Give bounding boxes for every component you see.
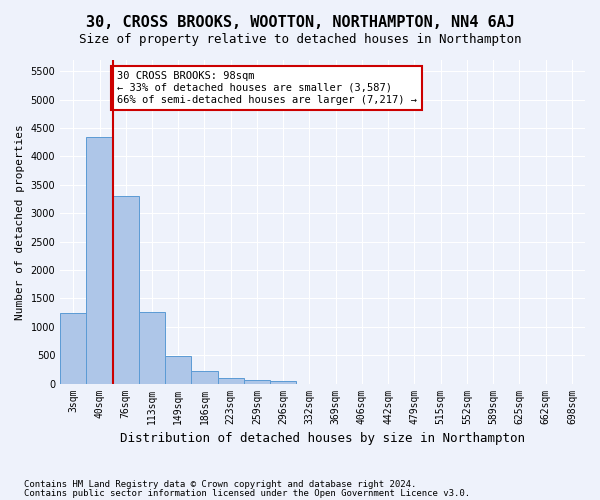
Bar <box>86 136 113 384</box>
Text: Contains HM Land Registry data © Crown copyright and database right 2024.: Contains HM Land Registry data © Crown c… <box>24 480 416 489</box>
Bar <box>60 312 86 384</box>
Bar <box>191 372 218 384</box>
Text: 30, CROSS BROOKS, WOOTTON, NORTHAMPTON, NN4 6AJ: 30, CROSS BROOKS, WOOTTON, NORTHAMPTON, … <box>86 15 514 30</box>
Y-axis label: Number of detached properties: Number of detached properties <box>15 124 25 320</box>
Text: Contains public sector information licensed under the Open Government Licence v3: Contains public sector information licen… <box>24 488 470 498</box>
X-axis label: Distribution of detached houses by size in Northampton: Distribution of detached houses by size … <box>120 432 525 445</box>
Bar <box>218 378 244 384</box>
Bar <box>270 380 296 384</box>
Bar <box>139 312 165 384</box>
Text: 30 CROSS BROOKS: 98sqm
← 33% of detached houses are smaller (3,587)
66% of semi-: 30 CROSS BROOKS: 98sqm ← 33% of detached… <box>116 72 416 104</box>
Bar <box>244 380 270 384</box>
Bar <box>113 196 139 384</box>
Text: Size of property relative to detached houses in Northampton: Size of property relative to detached ho… <box>79 32 521 46</box>
Bar <box>165 356 191 384</box>
